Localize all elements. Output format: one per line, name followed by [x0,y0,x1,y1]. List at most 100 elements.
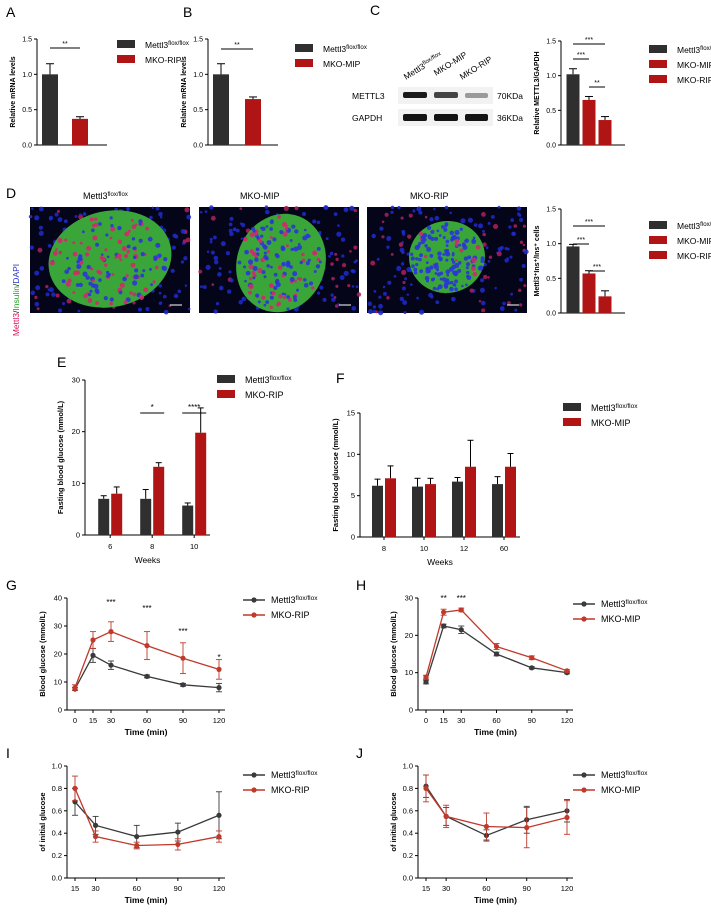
islet-nucleus [72,291,76,295]
nucleus [367,301,373,307]
western-blot: Mettl3flox/flox MKO-MIP MKO-RIP METTL3 G… [352,49,523,126]
panel-j-chart: 0.0 0.2 0.4 0.6 0.8 1.0 of initial glucose 15 30… [389,762,648,906]
legend-label-1: MKO-MIP [601,785,641,795]
islet-nucleus [310,286,315,290]
nucleus [460,218,466,224]
islet-nucleus [269,305,273,310]
panel-f-chart: 0 5 10 15 Fasting blood glucose (mmol/L) 8 10 1… [331,403,638,567]
islet-nucleus [471,239,477,245]
islet-nucleus [413,267,418,272]
islet-nucleus [263,251,267,255]
legend-marker-1 [251,612,257,618]
x-tick-label-3: 60 [492,716,500,725]
nucleus [328,254,331,258]
legend-label-2: MKO-RIP [677,251,711,261]
data-point-1-2 [483,823,490,830]
islet-nucleus [261,226,266,232]
legend-label-0-base: Mettl3 [271,770,296,780]
nucleus [240,237,243,240]
legend-label-0: Mettl3flox/flox [591,403,638,413]
nucleus [403,311,407,315]
blot-band-mettl3-1 [403,92,427,98]
legend-label-1: MKO-MIP [591,418,631,428]
nucleus [312,219,317,224]
nucleus [186,214,192,220]
bar-1-0 [385,478,396,537]
islet-nucleus [127,229,131,233]
legend-label-1: MKO-RIP [271,785,310,795]
y-axis-label: of initial glucose [389,792,398,851]
islet-nucleus [118,290,123,295]
x-tick-label-2: 12 [460,544,468,553]
nucleus [433,207,436,211]
islet-nucleus [434,236,439,241]
panel-g-chart: 0 10 20 30 40 Blood glucose (mmol/L) 0 15 30 60 90… [38,594,318,738]
islet-nucleus [286,261,291,267]
nucleus [482,242,487,247]
islet-nucleus [124,231,130,237]
islet-nucleus [119,282,125,288]
nucleus [490,215,495,219]
data-point-1-2 [108,629,114,635]
y-tick-label-2: 10 [347,450,355,459]
islet-nucleus [448,266,454,272]
islet-nucleus [133,274,139,280]
bar-0 [42,74,58,145]
y-tick-label-3: 0.6 [403,806,413,815]
islet-nucleus [134,268,139,273]
legend-label-1: MKO-MIP [601,614,641,624]
legend-label-0-base: Mettl3 [677,45,700,55]
nucleus [202,285,207,289]
islet-nucleus [426,246,432,252]
islet-nucleus [248,264,254,270]
islet-nucleus [95,289,100,295]
legend-label-0-base: Mettl3 [245,375,270,385]
y-tick-label-2: 0.4 [403,829,413,838]
x-axis-label: Time (min) [474,727,517,737]
nucleus [506,257,509,260]
nucleus [335,284,339,288]
islet-nucleus [89,289,93,293]
islet-nucleus [453,271,459,277]
data-point-1-3 [493,643,500,650]
x-tick-label-4: 120 [213,884,226,893]
islet-nucleus [106,255,110,259]
islet-nucleus [153,257,158,262]
islet-nucleus [152,280,156,284]
islet-nucleus [410,256,415,261]
nucleus [228,222,233,227]
nucleus [171,245,176,250]
nucleus [400,216,404,220]
nucleus [126,207,130,211]
islet-nucleus [140,252,145,257]
nucleus [511,231,516,237]
islet-nucleus [454,279,459,284]
islet-nucleus [265,225,269,228]
y-tick-label-1: 10 [54,678,62,687]
nucleus [336,231,342,237]
islet-nucleus [442,277,447,282]
nucleus [390,210,394,215]
islet-nucleus [138,219,143,224]
islet-nucleus [106,273,110,278]
panel-letter-d: D [6,185,16,201]
sig-label-0: ** [62,41,68,48]
nucleus [381,235,385,239]
islet-nucleus [415,257,419,261]
islet-nucleus [143,287,149,293]
islet-nucleus [78,282,83,288]
y-tick-label-0: 0.0 [546,311,556,318]
nucleus [401,229,406,234]
islet-nucleus [438,257,443,261]
nucleus [340,237,346,242]
islet-nucleus [417,241,422,246]
islet-nucleus [138,238,143,243]
panel-letter-h: H [356,577,366,593]
islet-nucleus [104,248,108,252]
legend-label-1: MKO-MIP [677,236,711,246]
nucleus [372,309,376,314]
y-tick-label-0: 0 [76,531,80,540]
islet-nucleus [103,263,108,267]
y-tick-label-1: 0.5 [546,276,556,283]
y-tick-label-5: 1.0 [52,762,62,771]
